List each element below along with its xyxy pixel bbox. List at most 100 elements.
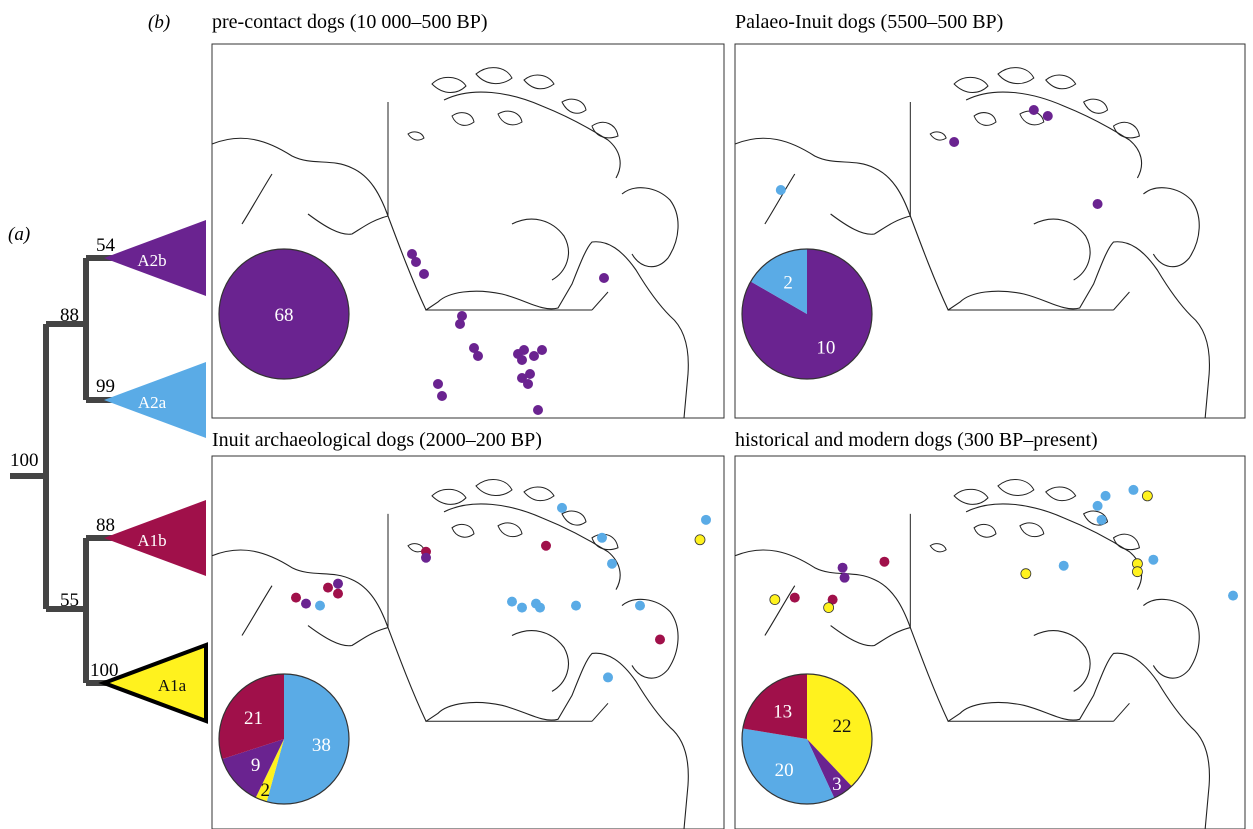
pie-count-label: 9	[251, 755, 261, 776]
pie-slice-a2a	[742, 728, 835, 804]
sample-site-a2b-dot	[333, 578, 343, 589]
map-panel-4: 22 3 20 13	[734, 455, 1246, 829]
pie-slice-a2a	[266, 674, 349, 805]
sample-site-a2b-dot	[437, 391, 447, 401]
pie-slice-a1b	[742, 674, 807, 739]
sample-site-a1a-dot	[1020, 568, 1032, 580]
sample-site-a2a-dot	[607, 558, 617, 569]
pie-slice-a1a	[255, 739, 284, 802]
clade-a1b-triangle	[104, 500, 206, 576]
panel-2-title: Palaeo-Inuit dogs (5500–500 BP)	[735, 11, 1003, 33]
support-a1a: 100	[90, 660, 119, 681]
sample-site-a1b-dot	[333, 588, 343, 599]
clade-a2a-label: A2a	[138, 393, 167, 412]
sample-site-a2a-dot	[597, 532, 607, 543]
sample-site-a2b-dot	[457, 311, 467, 321]
clade-a2a-triangle	[104, 362, 206, 438]
support-a2b: 54	[96, 235, 116, 256]
panel-3-title: Inuit archaeological dogs (2000–200 BP)	[212, 429, 542, 451]
pie-count-label: 22	[833, 716, 852, 737]
support-a1b: 88	[96, 515, 115, 536]
sample-site-a2b-dot	[419, 269, 429, 279]
map-panel-1: 68	[211, 43, 725, 419]
sample-site-a1a-dot	[1132, 566, 1143, 578]
sample-site-a2b-dot	[411, 257, 421, 267]
sample-site-a1a-dot	[823, 602, 835, 613]
clade-a1a-label: A1a	[158, 676, 187, 695]
map-panel-2: 10 2	[734, 43, 1246, 419]
coastline-map	[211, 67, 689, 419]
sample-site-a2b-dot	[1028, 105, 1039, 115]
sample-site-a2a-dot	[635, 600, 645, 611]
sample-site-a2b-dot	[469, 343, 479, 353]
pie-count-label: 21	[244, 708, 263, 729]
pie-count-label: 68	[275, 305, 294, 326]
pie-count-label: 10	[816, 338, 835, 359]
sample-site-a2a-dot	[517, 602, 527, 613]
pie-chart-1: 68	[218, 248, 350, 380]
pie-outline	[218, 248, 350, 380]
sample-site-a2b-dot	[837, 562, 848, 573]
sample-site-a1b-dot	[323, 582, 333, 593]
support-a2-node: 88	[60, 305, 79, 326]
sample-site-a2a-dot	[1100, 490, 1111, 501]
sample-site-a2a-dot	[1148, 554, 1159, 565]
pie-count-label: 2	[261, 780, 271, 801]
pie-count-label: 38	[312, 735, 331, 756]
sample-site-a2a-dot	[571, 600, 581, 611]
sample-site-a2a-dot	[1096, 514, 1107, 525]
sample-site-a2b-dot	[529, 351, 539, 361]
sample-site-a2a-dot	[1058, 560, 1069, 571]
coastline-map	[734, 479, 1210, 829]
support-root: 100	[10, 450, 39, 471]
sample-site-a2b-dot	[1092, 199, 1103, 209]
map-panel-3: 38 29 21	[211, 455, 725, 829]
panel-b-label: (b)	[148, 12, 170, 33]
sample-site-a2a-dot	[1128, 484, 1139, 495]
sample-site-a2a-dot	[557, 502, 567, 513]
clade-a2b-triangle	[104, 220, 206, 296]
pie-slice-a2b	[807, 739, 852, 798]
sample-site-a2b-dot	[455, 319, 465, 329]
clade-a1a-triangle	[98, 642, 208, 724]
sample-site-a2a-dot	[775, 185, 786, 195]
sample-site-a2a-dot	[1092, 500, 1103, 511]
pie-slice-a1a	[807, 674, 872, 787]
clade-a2b-label: A2b	[137, 251, 166, 270]
sample-site-a2b-dot	[523, 379, 533, 389]
pie-count-label: 3	[832, 774, 842, 795]
sample-site-a2a-dot	[603, 672, 613, 683]
clade-a1b-label: A1b	[137, 531, 166, 550]
coastline-map	[211, 479, 689, 829]
sample-site-a2b-dot	[421, 552, 431, 563]
pie-outline	[741, 673, 873, 805]
pie-slice-a2b	[222, 739, 284, 798]
sample-site-a1a-dot	[769, 594, 781, 606]
pie-outline	[741, 248, 873, 380]
pie-count-label: 2	[783, 272, 793, 293]
panel-a-label: (a)	[8, 224, 30, 245]
sample-site-a1b-dot	[789, 592, 800, 603]
pie-chart-2: 10 2	[741, 248, 873, 380]
sample-site-a2a-dot	[315, 600, 325, 611]
pie-chart-3: 38 29 21	[218, 673, 350, 805]
pie-chart-4: 22 3 20 13	[741, 673, 873, 805]
pie-outline	[218, 673, 350, 805]
sample-site-a2b-dot	[517, 355, 527, 365]
panel-1-title: pre-contact dogs (10 000–500 BP)	[212, 11, 488, 33]
sample-site-a2b-dot	[1042, 111, 1053, 121]
sample-site-a2b-dot	[599, 273, 609, 283]
sample-site-a2a-dot	[1228, 590, 1239, 601]
sample-site-a1b-dot	[291, 592, 301, 603]
clade-triangles	[98, 220, 208, 724]
sample-site-a2b-dot	[473, 351, 483, 361]
sample-site-a2a-dot	[701, 514, 711, 525]
sample-site-a2b-dot	[949, 137, 960, 147]
sample-site-a1b-dot	[879, 556, 890, 567]
support-a1-node: 55	[60, 590, 79, 611]
sample-site-a2a-dot	[535, 602, 545, 613]
pie-slice-a2b	[742, 248, 873, 379]
sample-site-a2b-dot	[519, 345, 529, 355]
